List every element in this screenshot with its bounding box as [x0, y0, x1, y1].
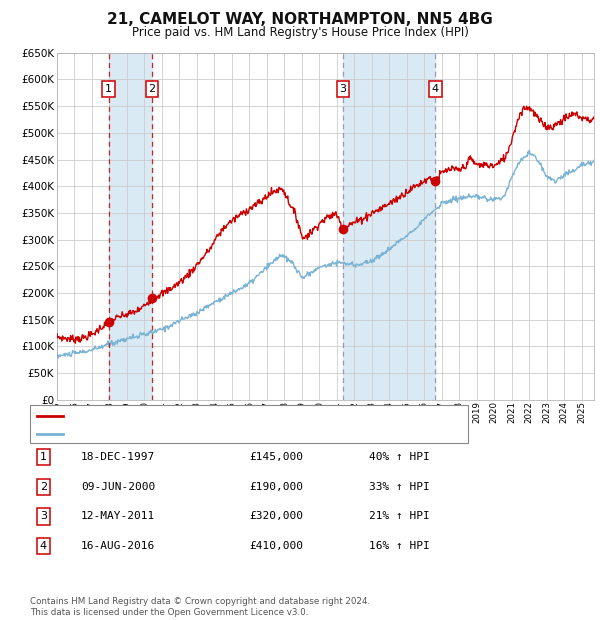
Text: 2: 2 — [40, 482, 47, 492]
Text: £190,000: £190,000 — [249, 482, 303, 492]
Text: 3: 3 — [40, 512, 47, 521]
Text: HPI: Average price, detached house, West Northamptonshire: HPI: Average price, detached house, West… — [68, 428, 385, 439]
Text: 21, CAMELOT WAY, NORTHAMPTON, NN5 4BG: 21, CAMELOT WAY, NORTHAMPTON, NN5 4BG — [107, 12, 493, 27]
Text: 18-DEC-1997: 18-DEC-1997 — [81, 452, 155, 462]
Text: 21, CAMELOT WAY, NORTHAMPTON, NN5 4BG (detached house): 21, CAMELOT WAY, NORTHAMPTON, NN5 4BG (d… — [68, 410, 399, 420]
Text: 3: 3 — [340, 84, 347, 94]
Bar — [343, 53, 435, 400]
Text: 12-MAY-2011: 12-MAY-2011 — [81, 512, 155, 521]
Text: 09-JUN-2000: 09-JUN-2000 — [81, 482, 155, 492]
Bar — [109, 53, 152, 400]
Text: £410,000: £410,000 — [249, 541, 303, 551]
Text: 1: 1 — [40, 452, 47, 462]
Text: 33% ↑ HPI: 33% ↑ HPI — [369, 482, 430, 492]
Text: 2: 2 — [149, 84, 156, 94]
Text: 21% ↑ HPI: 21% ↑ HPI — [369, 512, 430, 521]
Text: £145,000: £145,000 — [249, 452, 303, 462]
Text: 4: 4 — [40, 541, 47, 551]
Text: 16-AUG-2016: 16-AUG-2016 — [81, 541, 155, 551]
Text: £320,000: £320,000 — [249, 512, 303, 521]
Text: 1: 1 — [105, 84, 112, 94]
Text: Contains HM Land Registry data © Crown copyright and database right 2024.
This d: Contains HM Land Registry data © Crown c… — [30, 598, 370, 617]
Text: 4: 4 — [431, 84, 439, 94]
Text: 16% ↑ HPI: 16% ↑ HPI — [369, 541, 430, 551]
Text: Price paid vs. HM Land Registry's House Price Index (HPI): Price paid vs. HM Land Registry's House … — [131, 26, 469, 39]
Text: 40% ↑ HPI: 40% ↑ HPI — [369, 452, 430, 462]
